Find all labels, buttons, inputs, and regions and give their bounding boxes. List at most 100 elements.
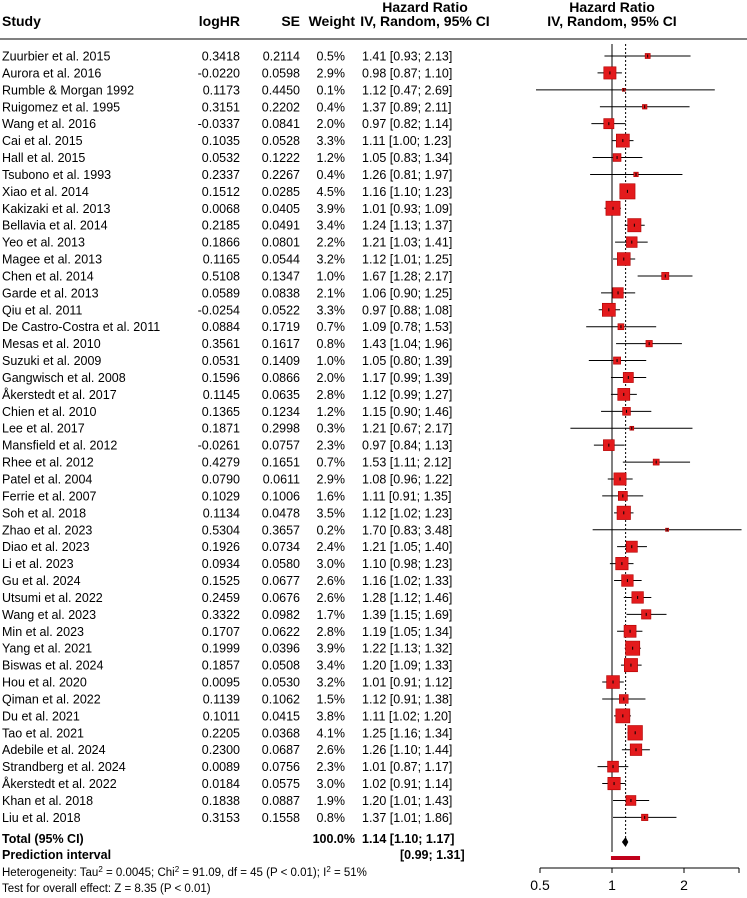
study-weight: 2.9%: [317, 66, 346, 80]
study-name: Magee et al. 2013: [2, 253, 102, 267]
study-loghr: -0.0220: [198, 66, 240, 80]
study-name: Strandberg et al. 2024: [2, 760, 126, 774]
study-loghr: 0.5304: [202, 523, 240, 537]
study-name: Diao et al. 2023: [2, 540, 90, 554]
study-name: Rumble & Morgan 1992: [2, 83, 134, 97]
study-se: 0.2114: [263, 50, 300, 64]
study-hr-ci: 1.24 [1.13; 1.37]: [362, 219, 452, 233]
study-se: 0.0491: [262, 219, 300, 233]
x-axis-tick-label: 2: [680, 877, 688, 893]
study-weight: 1.2%: [317, 151, 346, 165]
study-loghr: 0.1596: [202, 371, 240, 385]
prediction-label: Prediction interval: [2, 848, 111, 862]
study-hr-ci: 1.16 [1.10; 1.23]: [362, 185, 452, 199]
x-axis-tick-label: 1: [608, 877, 616, 893]
study-loghr: 0.3418: [202, 50, 240, 64]
study-loghr: 0.0884: [202, 320, 240, 334]
study-se: 0.0635: [262, 388, 300, 402]
study-hr-ci: 1.67 [1.28; 2.17]: [362, 269, 452, 283]
study-loghr: 0.1512: [202, 185, 240, 199]
study-hr-ci: 1.26 [0.81; 1.97]: [362, 168, 452, 182]
study-se: 0.0396: [262, 642, 300, 656]
study-name: Gu et al. 2024: [2, 574, 81, 588]
study-weight: 2.1%: [317, 286, 346, 300]
study-hr-ci: 1.12 [0.91; 1.38]: [362, 692, 452, 706]
study-weight: 0.8%: [317, 337, 346, 351]
study-se: 0.0368: [262, 726, 300, 740]
study-loghr: 0.1134: [203, 506, 240, 520]
prediction-interval-bar: [610, 856, 641, 860]
study-hr-ci: 1.21 [0.67; 2.17]: [362, 422, 452, 436]
study-se: 0.0801: [262, 236, 300, 250]
study-loghr: 0.1838: [202, 794, 240, 808]
study-se: 0.2998: [262, 422, 300, 436]
pooled-diamond: [621, 837, 629, 847]
study-se: 0.0611: [263, 473, 300, 487]
study-se: 0.1006: [262, 489, 300, 503]
study-weight: 3.3%: [317, 303, 346, 317]
prediction-ci: [0.99; 1.31]: [400, 848, 465, 862]
study-loghr: 0.1011: [203, 709, 240, 723]
study-weight: 2.6%: [317, 574, 346, 588]
study-hr-ci: 0.97 [0.82; 1.14]: [362, 117, 452, 131]
study-se: 0.3657: [262, 523, 300, 537]
total-weight: 100.0%: [313, 832, 355, 846]
study-name: Patel et al. 2004: [2, 473, 92, 487]
study-weight: 1.7%: [317, 608, 346, 622]
study-se: 0.0522: [262, 303, 300, 317]
study-loghr: 0.0095: [202, 676, 240, 690]
study-loghr: 0.0934: [202, 557, 240, 571]
study-name: Adebile et al. 2024: [2, 743, 106, 757]
study-loghr: 0.2205: [202, 726, 240, 740]
study-name: Mesas et al. 2010: [2, 337, 101, 351]
study-se: 0.0575: [262, 777, 300, 791]
study-name: Aurora et al. 2016: [2, 66, 101, 80]
study-hr-ci: 0.98 [0.87; 1.10]: [362, 66, 452, 80]
study-name: Bellavia et al. 2014: [2, 219, 108, 233]
study-weight: 2.8%: [317, 625, 346, 639]
header-hr-line2: IV, Random, 95% CI: [360, 13, 489, 29]
study-weight: 2.3%: [317, 439, 346, 453]
study-hr-ci: 1.20 [1.09; 1.33]: [362, 659, 452, 673]
study-se: 0.0405: [262, 202, 300, 216]
study-se: 0.1409: [262, 354, 300, 368]
study-se: 0.0687: [262, 743, 300, 757]
study-name: Åkerstedt et al. 2017: [2, 387, 117, 402]
study-hr-ci: 1.22 [1.13; 1.32]: [362, 642, 452, 656]
study-loghr: 0.3322: [202, 608, 240, 622]
study-se: 0.2267: [262, 168, 300, 182]
study-loghr: 0.3561: [202, 337, 240, 351]
study-se: 0.0544: [262, 253, 300, 267]
study-weight: 2.0%: [317, 371, 346, 385]
study-hr-ci: 1.20 [1.01; 1.43]: [362, 794, 452, 808]
x-axis: 0.5 1 2: [530, 867, 740, 893]
study-se: 0.0838: [262, 286, 300, 300]
study-loghr: 0.1707: [202, 625, 240, 639]
study-weight: 3.0%: [317, 557, 346, 571]
study-name: Wang et al. 2023: [2, 608, 96, 622]
study-loghr: 0.1139: [203, 692, 240, 706]
study-rows: Zuurbier et al. 2015 0.3418 0.2114 0.5% 1.41…: [2, 50, 452, 825]
study-weight: 1.2%: [317, 405, 346, 419]
study-weight: 0.1%: [317, 83, 346, 97]
study-hr-ci: 1.25 [1.16; 1.34]: [362, 726, 452, 740]
study-loghr: 0.1145: [203, 388, 240, 402]
study-hr-ci: 1.70 [0.83; 3.48]: [362, 523, 452, 537]
study-name: Yeo et al. 2013: [2, 236, 85, 250]
study-se: 0.0841: [262, 117, 300, 131]
study-hr-ci: 1.10 [0.98; 1.23]: [362, 557, 452, 571]
study-name: Tsubono et al. 1993: [2, 168, 111, 182]
study-se: 0.1558: [262, 811, 300, 825]
study-name: Lee et al. 2017: [2, 422, 85, 436]
heterogeneity-text: Heterogeneity: Tau2 = 0.0045; Chi2 = 91.…: [2, 865, 367, 879]
study-hr-ci: 1.08 [0.96; 1.22]: [362, 473, 452, 487]
study-weight: 0.2%: [317, 523, 346, 537]
study-name: Yang et al. 2021: [2, 642, 92, 656]
study-name: Khan et al. 2018: [2, 794, 93, 808]
study-weight: 1.0%: [317, 354, 346, 368]
study-loghr: 0.0184: [202, 777, 240, 791]
study-name: Soh et al. 2018: [2, 506, 86, 520]
study-se: 0.1719: [262, 320, 300, 334]
study-se: 0.0677: [262, 574, 300, 588]
study-hr-ci: 1.12 [0.99; 1.27]: [362, 388, 452, 402]
